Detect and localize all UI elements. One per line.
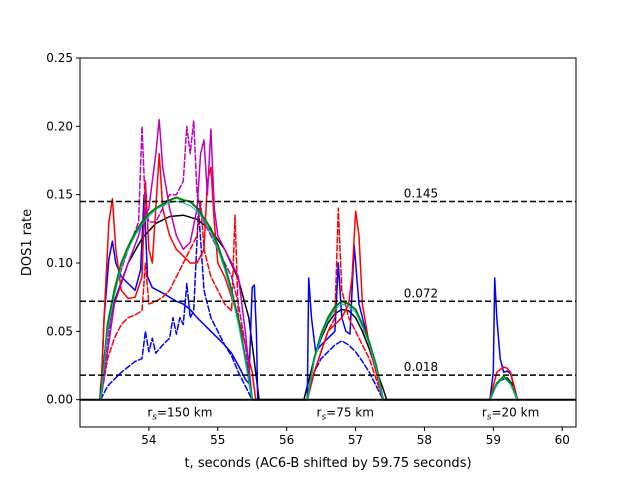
- x-tick-label: 58: [417, 433, 432, 447]
- x-tick-label: 57: [348, 433, 363, 447]
- series-line-8: [99, 196, 519, 401]
- y-tick-label: 0.00: [46, 393, 73, 407]
- x-tick-label: 54: [141, 433, 156, 447]
- x-axis-ticks: 54 55 56 57 58 59 60: [141, 427, 570, 447]
- y-tick-label: 0.15: [46, 188, 73, 202]
- y-tick-label: 0.10: [46, 256, 73, 270]
- plot-frame: [79, 57, 577, 428]
- x-tick-label: 56: [279, 433, 294, 447]
- series-line-7: [99, 120, 253, 401]
- x-axis-label: t, seconds (AC6-B shifted by 59.75 secon…: [184, 456, 471, 471]
- y-tick-label: 0.25: [46, 51, 73, 65]
- reference-line-label-3: 0.018: [404, 360, 438, 374]
- series-line-5: [99, 200, 384, 401]
- radius-annotation-1: rs=150 km: [147, 406, 212, 423]
- reference-line-label-1: 0.145: [404, 187, 438, 201]
- reference-line-label-2: 0.072: [404, 286, 438, 300]
- series-line-9: [100, 201, 518, 401]
- radius-annotation-2: rs=75 km: [317, 406, 374, 423]
- y-tick-label: 0.20: [46, 119, 73, 133]
- x-tick-label: 60: [555, 433, 570, 447]
- annotations: rs=150 km rs=75 km rs=20 km: [147, 406, 539, 423]
- series-line-3: [99, 207, 384, 401]
- x-tick-label: 55: [210, 433, 225, 447]
- y-axis-label: DOS1 rate: [20, 209, 35, 276]
- radius-annotation-3: rs=20 km: [482, 406, 539, 423]
- x-tick-label: 59: [486, 433, 501, 447]
- y-tick-label: 0.05: [46, 324, 73, 338]
- reference-lines: 0.145 0.072 0.018: [80, 187, 576, 376]
- series-layer: [80, 118, 576, 401]
- y-axis-ticks: 0.00 0.05 0.10 0.15 0.20 0.25: [46, 51, 80, 407]
